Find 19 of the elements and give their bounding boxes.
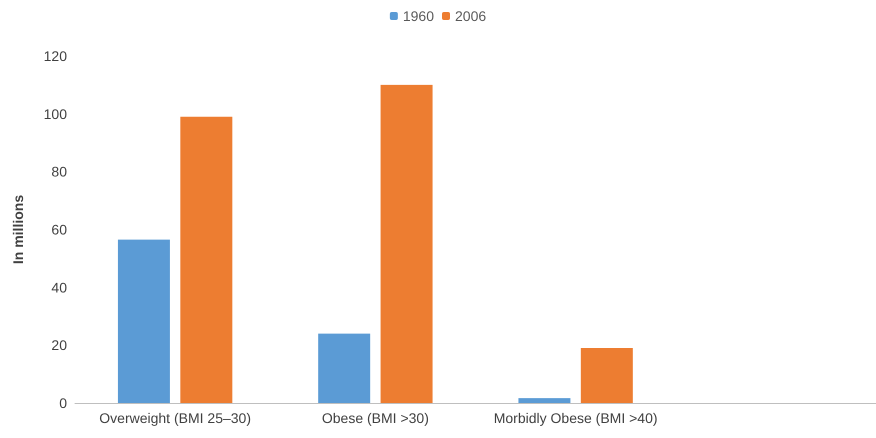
x-tick-label: Obese (BMI >30)	[322, 410, 429, 426]
x-tick-label: Morbidly Obese (BMI >40)	[494, 410, 658, 426]
legend-label: 2006	[455, 8, 486, 24]
bar	[318, 334, 370, 403]
y-tick-label: 80	[51, 164, 68, 180]
bar	[180, 116, 232, 403]
y-tick-label: 120	[44, 48, 68, 64]
y-axis-title: In millions	[10, 194, 26, 264]
bar	[380, 84, 433, 403]
bar	[518, 398, 570, 403]
legend-label: 1960	[402, 8, 434, 24]
y-tick-label: 0	[59, 395, 68, 411]
y-tick-label: 20	[51, 337, 68, 354]
y-tick-label: 100	[44, 106, 68, 122]
bar	[118, 240, 170, 403]
x-tick-label: Overweight (BMI 25–30)	[99, 410, 251, 426]
y-tick-label: 60	[51, 222, 68, 238]
y-tick-label: 40	[51, 279, 68, 296]
bar	[580, 348, 633, 403]
